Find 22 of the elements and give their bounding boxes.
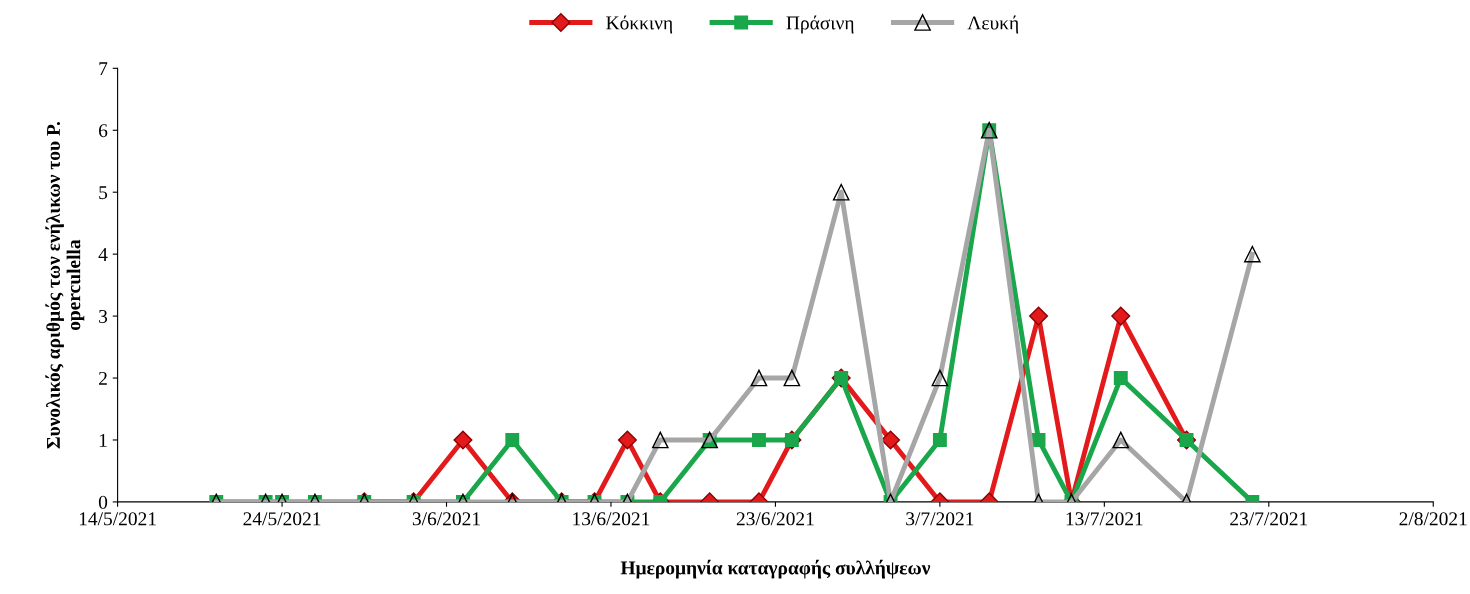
x-tick-label: 2/8/2021 bbox=[1399, 512, 1467, 526]
legend-label: Κόκκινη bbox=[606, 15, 673, 34]
y-tick-label: 1 bbox=[99, 433, 107, 447]
y-tick-label: 6 bbox=[98, 124, 108, 138]
y-tick-label: 7 bbox=[99, 62, 108, 76]
y-tick-label: 0 bbox=[98, 495, 108, 509]
x-tick-label: 24/5/2021 bbox=[243, 512, 321, 526]
y-tick-label: 2 bbox=[99, 371, 107, 385]
y-axis-title: Συνολικός αριθμός των ενήλικων του P. operculella bbox=[45, 121, 85, 449]
x-tick-label: 3/7/2021 bbox=[906, 512, 974, 526]
x-tick-label: 23/6/2021 bbox=[736, 512, 814, 526]
y-tick-label: 3 bbox=[99, 309, 108, 324]
x-tick-label: 14/5/2021 bbox=[79, 512, 156, 526]
x-tick-label: 13/6/2021 bbox=[573, 512, 650, 526]
y-tick-label: 4 bbox=[98, 248, 108, 261]
legend-label: Λευκή bbox=[967, 15, 1019, 34]
x-tick-label: 3/6/2021 bbox=[412, 512, 480, 526]
y-tick-label: 5 bbox=[99, 186, 108, 200]
legend-label: Πράσινη bbox=[786, 15, 854, 34]
x-axis-title: Ημερομηνία καταγραφής συλλήψεων bbox=[620, 559, 931, 579]
x-tick-label: 23/7/2021 bbox=[1230, 512, 1308, 526]
x-tick-label: 13/7/2021 bbox=[1066, 512, 1143, 526]
